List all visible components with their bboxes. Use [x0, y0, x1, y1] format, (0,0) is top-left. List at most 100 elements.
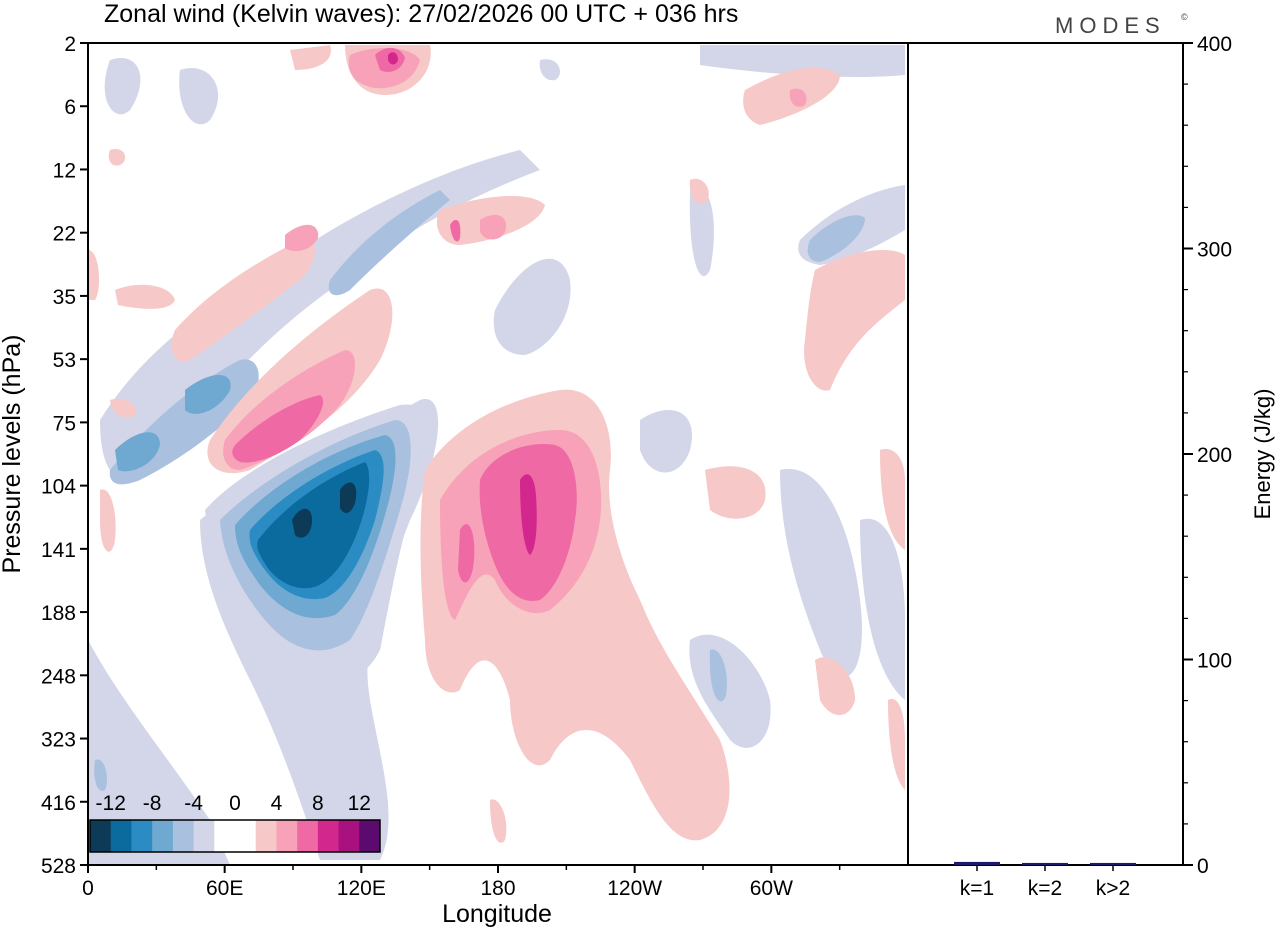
pos-contour-region — [490, 799, 507, 843]
energy-panel-frame — [907, 42, 1184, 866]
neg-contour-region — [328, 190, 450, 296]
pos-contour-region — [285, 224, 319, 252]
pos-contour-region — [100, 489, 116, 552]
energy-bar — [954, 861, 1000, 865]
neg-contour-region — [807, 215, 865, 262]
colorbar-swatch — [152, 820, 174, 852]
energy-category-label: k>2 — [1096, 877, 1130, 900]
energy-tick-label: 100 — [1197, 650, 1232, 673]
x-tick-label: 120W — [607, 877, 662, 900]
energy-category-label: k=2 — [1028, 877, 1062, 900]
y-tick-label: 22 — [53, 223, 76, 246]
pos-contour-region — [689, 178, 709, 204]
pos-contour-region — [450, 219, 461, 242]
neg-contour-region — [493, 258, 571, 355]
y-tick-label: 248 — [41, 665, 76, 688]
x-tick-label: 0 — [82, 877, 94, 900]
colorbar-label: -12 — [96, 792, 126, 815]
neg-contour-region — [709, 649, 727, 702]
pos-contour-region — [480, 214, 506, 240]
neg-contour-region — [539, 59, 560, 81]
y-tick-label: 416 — [41, 792, 76, 815]
x-axis: 0 60E 120E 180 120W 60W — [82, 865, 841, 900]
energy-tick-label: 200 — [1197, 444, 1232, 467]
colorbar-label: -4 — [184, 792, 203, 815]
colorbar-frame — [89, 819, 381, 853]
colorbar-label: -8 — [143, 792, 162, 815]
pos-contour-region — [171, 238, 315, 362]
y-tick-label: 528 — [41, 855, 76, 878]
colorbar-swatch — [297, 820, 319, 852]
x-axis-label: Longitude — [442, 900, 552, 928]
energy-axis: 0 100 200 300 400 — [1183, 33, 1232, 878]
y-tick-label: 53 — [53, 349, 76, 372]
neg-contour-region — [340, 482, 357, 513]
colorbar-label: 4 — [271, 792, 283, 815]
neg-contour-region — [860, 518, 905, 700]
pos-contour-region — [108, 148, 126, 166]
y-tick-label: 188 — [41, 602, 76, 625]
pos-contour-region — [290, 45, 331, 70]
y-tick-label: 141 — [41, 539, 76, 562]
energy-tick-label: 300 — [1197, 239, 1232, 262]
neg-contour-region — [700, 45, 905, 77]
pos-contour-region — [115, 284, 175, 309]
neg-contour-region — [94, 759, 107, 791]
brand-logo: MODES — [1055, 13, 1166, 38]
neg-contour-region — [185, 375, 231, 414]
neg-contour-region — [88, 640, 230, 865]
y-tick-label: 75 — [53, 412, 76, 435]
pos-contour-region — [88, 250, 100, 300]
pos-contour-region — [388, 52, 398, 65]
y-axis: 2 6 12 22 35 53 75 104 141 188 248 323 416 528 — [41, 33, 88, 878]
y-axis-label: Pressure levels (hPa) — [0, 335, 26, 574]
colorbar-swatch — [317, 820, 340, 852]
energy-tick-label: 400 — [1197, 33, 1232, 56]
y-tick-label: 104 — [41, 476, 76, 499]
y-tick-label: 12 — [53, 159, 76, 182]
pos-contour-region — [705, 466, 766, 519]
colorbar-swatch — [338, 820, 360, 852]
pos-contour-region — [815, 657, 855, 715]
colorbar-label: 12 — [348, 792, 371, 815]
colorbar — [89, 819, 381, 853]
colorbar-swatch — [276, 820, 298, 852]
energy-tick-label: 0 — [1197, 855, 1209, 878]
neg-contour-region — [689, 187, 714, 277]
colorbar-labels: -12 -8 -4 0 4 8 12 — [96, 792, 371, 815]
colorbar-label: 8 — [312, 792, 324, 815]
pos-contour-region — [110, 398, 136, 418]
x-tick-label: 120E — [337, 877, 386, 900]
neg-contour-region — [115, 432, 160, 472]
neg-contour-region — [689, 634, 771, 748]
pos-contour-region — [458, 524, 475, 583]
brand-mark: © — [1181, 12, 1194, 22]
colorbar-label: 0 — [229, 792, 241, 815]
colorbar-swatch — [193, 820, 215, 852]
colorbar-swatch — [90, 820, 112, 852]
energy-bar — [1022, 862, 1068, 865]
colorbar-swatch — [131, 820, 153, 852]
colorbar-swatch — [110, 820, 132, 852]
contour-field — [88, 43, 908, 865]
energy-bar — [1090, 862, 1136, 865]
y-tick-label: 35 — [53, 286, 76, 309]
colorbar-swatch — [235, 820, 257, 852]
pos-contour-region — [232, 395, 324, 463]
energy-axis-label: Energy (J/kg) — [1250, 389, 1275, 520]
neg-contour-region — [104, 58, 141, 115]
neg-contour-region — [179, 68, 219, 125]
colorbar-swatch — [255, 820, 277, 852]
pos-contour-region — [520, 474, 537, 555]
x-tick-label: 180 — [480, 877, 515, 900]
y-tick-label: 6 — [64, 96, 76, 119]
colorbar-swatch — [214, 820, 236, 852]
pos-contour-region — [804, 250, 905, 391]
colorbar-swatch — [359, 820, 381, 852]
chart-title: Zonal wind (Kelvin waves): 27/02/2026 00… — [104, 0, 738, 28]
y-tick-label: 323 — [41, 729, 76, 752]
energy-category-label: k=1 — [960, 877, 994, 900]
neg-contour-region — [292, 508, 312, 538]
y-tick-label: 2 — [64, 33, 76, 56]
